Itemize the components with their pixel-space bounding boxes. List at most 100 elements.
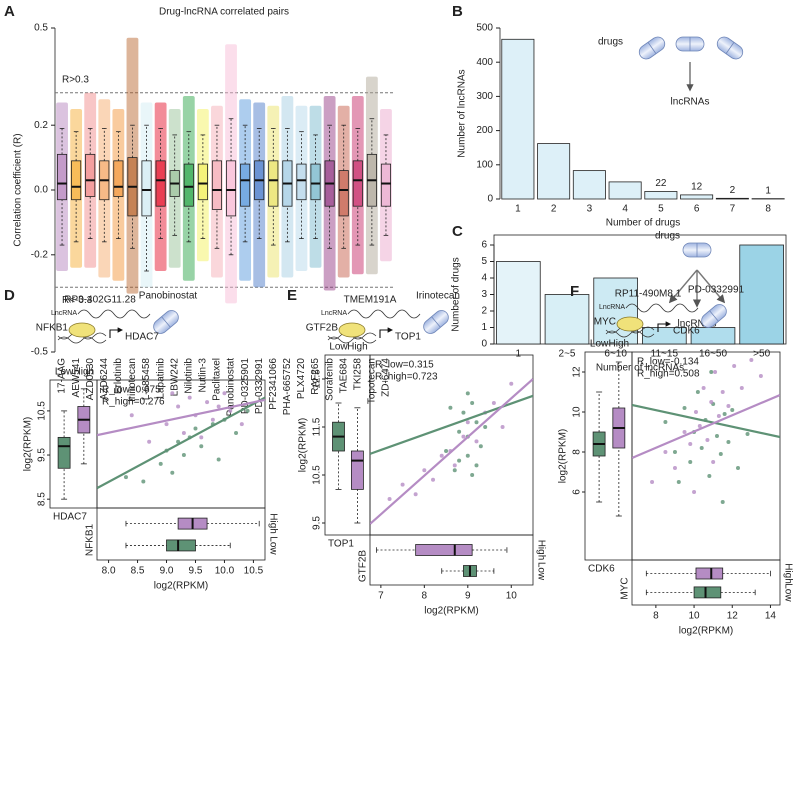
group-label: High [347,342,368,353]
x-tick-label: Nutlin-3 [198,358,209,393]
point [465,420,470,425]
x-tick-label: Topotecan [367,358,378,404]
box [56,153,68,201]
x-tick-label: 10.5 [244,566,264,577]
x-tick-label: 12 [727,611,739,622]
point [500,425,505,429]
point [739,386,744,390]
point [158,461,163,466]
point [448,405,453,410]
x-tick-label: ZD-6474 [381,358,392,397]
point [474,463,479,468]
pill-icon [638,36,666,60]
target-label: TOP1 [328,539,354,550]
point [422,468,427,473]
chart-title: Drug-lncRNA correlated pairs [159,7,289,18]
pill-icon [675,36,705,52]
icon-label: lncRNAs [678,319,717,330]
tf-box-frame [631,559,781,606]
group-label: High [74,367,95,378]
bar [501,38,535,200]
x-tick-label: 3 [587,204,593,215]
x-tick-label: Lapatinib [155,358,166,399]
x-tick-label: 10 [506,591,518,602]
point [711,460,716,464]
bar [680,194,714,200]
bar [690,327,736,345]
y-tick-label: 0.5 [34,23,48,34]
x-tick-label: TAE684 [338,358,349,394]
x-tick-label: 17-AAG [57,358,68,394]
point [228,408,233,413]
tf-box-frame [96,507,266,561]
y-tick-label: 300 [476,91,493,102]
point [701,386,706,390]
point [478,444,483,449]
lncrna-name: RP11-490M8.1 [615,289,682,300]
x-tick-label: 5 [658,204,664,215]
y-tick-label: 5 [481,256,487,267]
tf-label: NFKB1 [85,523,96,556]
fit-line [370,378,533,525]
y-tick-label: 400 [476,57,493,68]
tf-label: GTF2B [358,550,369,583]
point [682,430,687,434]
lncrna-tag: LncRNA [599,304,625,311]
lncrna-wave [347,309,421,319]
reference-label: R<-0.3 [62,295,93,306]
point [216,457,221,462]
x-tick-label: RAF265 [310,358,321,395]
annotation: R_high=0.276 [102,397,165,408]
bar [496,261,541,345]
point [709,370,714,374]
box [225,160,237,217]
group-label: Low [535,562,546,581]
bar [537,143,571,200]
bar [642,327,687,345]
point [461,434,466,439]
icon-arrow [668,269,698,304]
icon-arrow [696,269,726,304]
point [509,381,514,386]
y-axis-label: log2(RPKM) [298,418,309,472]
y-tick-label: 100 [476,159,493,170]
reference-label: R>0.3 [62,74,89,85]
y-axis-label: Number of lncRNAs [457,69,468,157]
y-tick-label: 2 [481,306,487,317]
x-tick-label: 7 [378,591,384,602]
group-label: High [267,513,278,534]
x-tick-label: 8.0 [102,566,116,577]
x-tick-label: AZD6244 [99,358,110,401]
point [676,480,681,484]
drug-name: PD-0332991 [688,285,745,296]
fit-line [370,394,533,455]
transcription-arrow [109,327,124,338]
point [400,482,405,487]
pill-divider [709,310,719,322]
lncrna-wave [77,309,151,319]
x-tick-label: 10.0 [215,566,235,577]
data-label: 22 [655,178,667,189]
point [758,374,763,378]
box [71,160,82,201]
point [722,412,727,416]
point [682,406,687,410]
lncrna-tag: LncRNA [321,310,347,317]
point [688,460,693,464]
box [166,539,196,552]
x-tick-label: 8 [765,204,771,215]
point [452,468,457,473]
y-tick-label: 6 [572,489,583,495]
point [461,410,466,415]
panel-label: F [570,283,579,300]
lncrna-wave [625,303,699,313]
point [726,440,731,444]
fit-line [632,403,780,439]
y-tick-label: 10 [572,406,583,418]
annotation: R_high=0.508 [637,369,700,380]
fit-line [97,396,265,490]
point [234,430,239,435]
box [310,163,321,201]
point [749,358,754,362]
point [474,439,479,444]
